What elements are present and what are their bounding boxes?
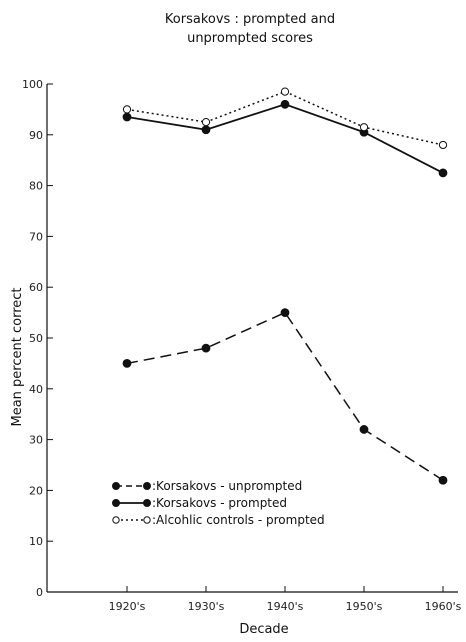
data-point	[359, 123, 369, 132]
legend-marker	[112, 481, 121, 490]
series-line	[126, 90, 444, 146]
series-1	[122, 308, 448, 485]
y-tick-label: 10	[29, 535, 43, 548]
y-axis-ticks: 0 10 20 30 40 50 60 70 80 90 100	[22, 78, 53, 599]
y-tick-label: 20	[29, 484, 43, 497]
y-tick-label: 60	[29, 281, 43, 294]
legend-marker	[112, 498, 121, 507]
series-line	[126, 311, 444, 481]
data-point	[122, 112, 132, 122]
y-tick-label: 80	[29, 180, 43, 193]
chart-title-line-2: unprompted scores	[187, 31, 313, 46]
chart-title-line-1: Korsakovs : prompted and	[165, 12, 335, 27]
series-line	[126, 103, 444, 174]
data-point	[201, 343, 211, 353]
data-point	[280, 308, 290, 318]
data-point	[280, 99, 290, 109]
data-point	[280, 87, 290, 96]
legend-item: :Alcohlic controls - prompted	[112, 513, 325, 527]
legend-label: :Korsakovs - prompted	[152, 496, 287, 510]
legend-marker	[112, 516, 120, 524]
y-tick-label: 40	[29, 383, 43, 396]
series-2	[122, 99, 448, 178]
data-point	[438, 168, 448, 178]
legend-marker	[142, 481, 151, 490]
legend-item: :Korsakovs - prompted	[112, 496, 287, 510]
x-tick-label: 1940's	[267, 600, 304, 613]
x-tick-label: 1920's	[109, 600, 146, 613]
data-point	[201, 118, 211, 127]
data-point	[438, 140, 448, 150]
y-tick-label: 0	[36, 586, 43, 599]
chart-legend: :Korsakovs - unprompted :Korsakovs - prom…	[112, 479, 325, 527]
series-3	[122, 87, 448, 150]
y-tick-label: 90	[29, 129, 43, 142]
x-tick-label: 1950's	[346, 600, 383, 613]
data-point	[438, 475, 448, 485]
y-tick-label: 50	[29, 332, 43, 345]
data-point	[359, 425, 369, 434]
x-tick-label: 1960's	[425, 600, 462, 613]
y-tick-label: 30	[29, 434, 43, 447]
y-axis-label: Mean percent correct	[10, 288, 25, 427]
x-axis-label: Decade	[239, 622, 288, 637]
x-tick-label: 1930's	[188, 600, 225, 613]
x-axis-ticks: 1920's 1930's 1940's 1950's 1960's	[109, 586, 462, 613]
y-tick-label: 100	[22, 78, 43, 91]
y-tick-label: 70	[29, 230, 43, 243]
legend-item: :Korsakovs - unprompted	[112, 479, 302, 493]
data-point	[122, 105, 132, 114]
legend-marker	[143, 516, 151, 524]
chart-series	[122, 87, 448, 485]
data-point	[201, 125, 211, 135]
legend-label: :Alcohlic controls - prompted	[152, 513, 325, 527]
legend-marker	[142, 498, 151, 507]
data-point	[122, 358, 132, 368]
legend-label: :Korsakovs - unprompted	[152, 479, 302, 493]
